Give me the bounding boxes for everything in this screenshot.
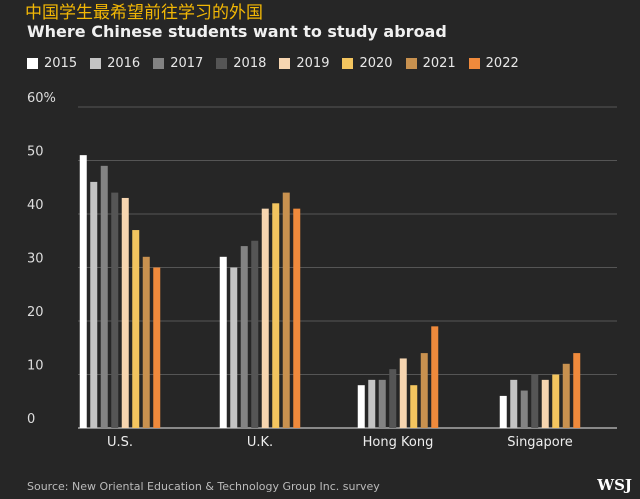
bar-2022-hongkong: [431, 326, 439, 428]
legend-swatch: [153, 58, 165, 69]
bar-2015-hongkong: [357, 385, 365, 428]
bar-2017-hongkong: [378, 379, 386, 428]
legend-item: 2021: [405, 56, 456, 71]
y-tick-label: 20: [27, 305, 44, 320]
legend-swatch: [216, 58, 228, 69]
legend-item: 2022: [468, 56, 519, 71]
x-tick-label: U.S.: [107, 435, 133, 450]
y-tick-label: 0: [27, 412, 35, 427]
bar-2022-us: [153, 267, 161, 428]
chinese-title: 中国学生最希望前往学习的外国: [25, 3, 263, 23]
bar-2021-us: [142, 256, 150, 428]
bar-2016-singapore: [510, 379, 518, 428]
legend-item: 2015: [27, 56, 77, 71]
bar-2021-uk: [282, 192, 290, 428]
x-tick-label: U.K.: [247, 435, 273, 450]
bar-2018-us: [111, 192, 119, 428]
y-tick-label: 10: [27, 359, 44, 374]
legend-label: 2018: [233, 56, 267, 71]
wsj-logo: WSJ: [597, 476, 632, 494]
x-tick-label: Singapore: [507, 435, 573, 450]
bar-2019-us: [121, 197, 129, 428]
legend-label: 2017: [170, 56, 204, 71]
legend-label: 2015: [44, 56, 78, 71]
y-tick-label: 50: [27, 145, 44, 160]
legend-swatch: [468, 58, 480, 69]
bar-2018-hongkong: [389, 369, 397, 428]
legend-label: 2022: [485, 56, 519, 71]
legend-swatch: [342, 58, 354, 69]
bar-2015-uk: [219, 256, 227, 428]
bar-2021-hongkong: [420, 353, 428, 428]
bar-2015-singapore: [499, 395, 507, 428]
bar-2020-hongkong: [410, 385, 418, 428]
legend-item: 2019: [279, 56, 329, 71]
bar-2015-us: [79, 155, 87, 428]
bar-2022-singapore: [573, 353, 581, 428]
bar-2017-us: [100, 165, 108, 428]
legend-label: 2019: [296, 56, 330, 71]
legend-swatch: [27, 58, 38, 69]
bar-2017-uk: [240, 246, 248, 428]
legend-label: 2020: [359, 56, 393, 71]
bar-2018-singapore: [531, 374, 539, 428]
legend-swatch: [90, 58, 102, 69]
legend-label: 2021: [422, 56, 456, 71]
legend-item: 2018: [216, 56, 266, 71]
bar-2020-uk: [272, 203, 280, 428]
y-tick-label: 30: [27, 252, 44, 267]
bar-2020-singapore: [552, 374, 560, 428]
x-tick-label: Hong Kong: [363, 435, 434, 450]
bar-2019-uk: [261, 208, 269, 428]
bar-2017-singapore: [520, 390, 528, 428]
legend-item: 2016: [90, 56, 140, 71]
bar-2019-singapore: [541, 379, 549, 428]
source-note: Source: New Oriental Education & Technol…: [27, 480, 380, 493]
bar-2016-uk: [230, 267, 238, 428]
bar-2020-us: [132, 230, 140, 428]
legend-swatch: [405, 58, 417, 69]
y-tick-label: 60%: [27, 91, 56, 106]
bar-2016-hongkong: [368, 379, 376, 428]
bar-2019-hongkong: [399, 358, 407, 428]
y-tick-label: 40: [27, 198, 44, 213]
bar-2022-uk: [293, 208, 301, 428]
chart-title: Where Chinese students want to study abr…: [27, 22, 447, 41]
legend-item: 2020: [342, 56, 393, 71]
legend-item: 2017: [153, 56, 203, 71]
legend-label: 2016: [107, 56, 141, 71]
bar-2021-singapore: [562, 363, 570, 428]
legend-swatch: [279, 58, 291, 69]
legend: 2015 2016 2017 2018 2019 2020 2021 2022: [27, 56, 532, 71]
bar-2018-uk: [251, 240, 259, 428]
bar-2016-us: [90, 181, 98, 428]
